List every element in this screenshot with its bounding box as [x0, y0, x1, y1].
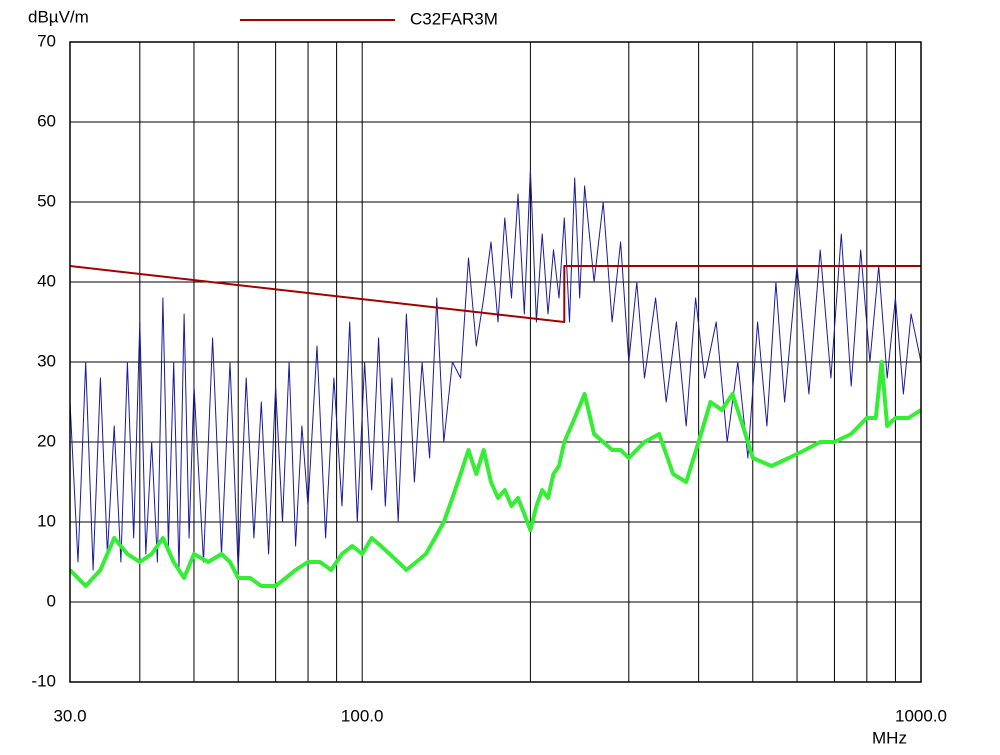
legend-label: C32FAR3M [410, 9, 498, 28]
y-tick-label: 40 [37, 271, 56, 290]
y-tick-label: -10 [31, 671, 56, 690]
y-tick-label: 10 [37, 511, 56, 530]
y-tick-label: 20 [37, 431, 56, 450]
x-tick-label: 100.0 [341, 706, 384, 725]
plot-frame [69, 41, 922, 683]
series-line [69, 169, 922, 571]
x-tick-label: 1000.0 [895, 706, 947, 725]
y-tick-label: 30 [37, 351, 56, 370]
y-unit: dBµV/m [28, 7, 89, 26]
x-unit: MHz [872, 728, 907, 747]
series-line [68, 360, 923, 588]
series-line [69, 265, 921, 323]
y-tick-label: 50 [37, 191, 56, 210]
y-tick-label: 0 [47, 591, 56, 610]
x-tick-label: 30.0 [53, 706, 86, 725]
y-tick-label: 60 [37, 111, 56, 130]
y-tick-label: 70 [37, 31, 56, 50]
